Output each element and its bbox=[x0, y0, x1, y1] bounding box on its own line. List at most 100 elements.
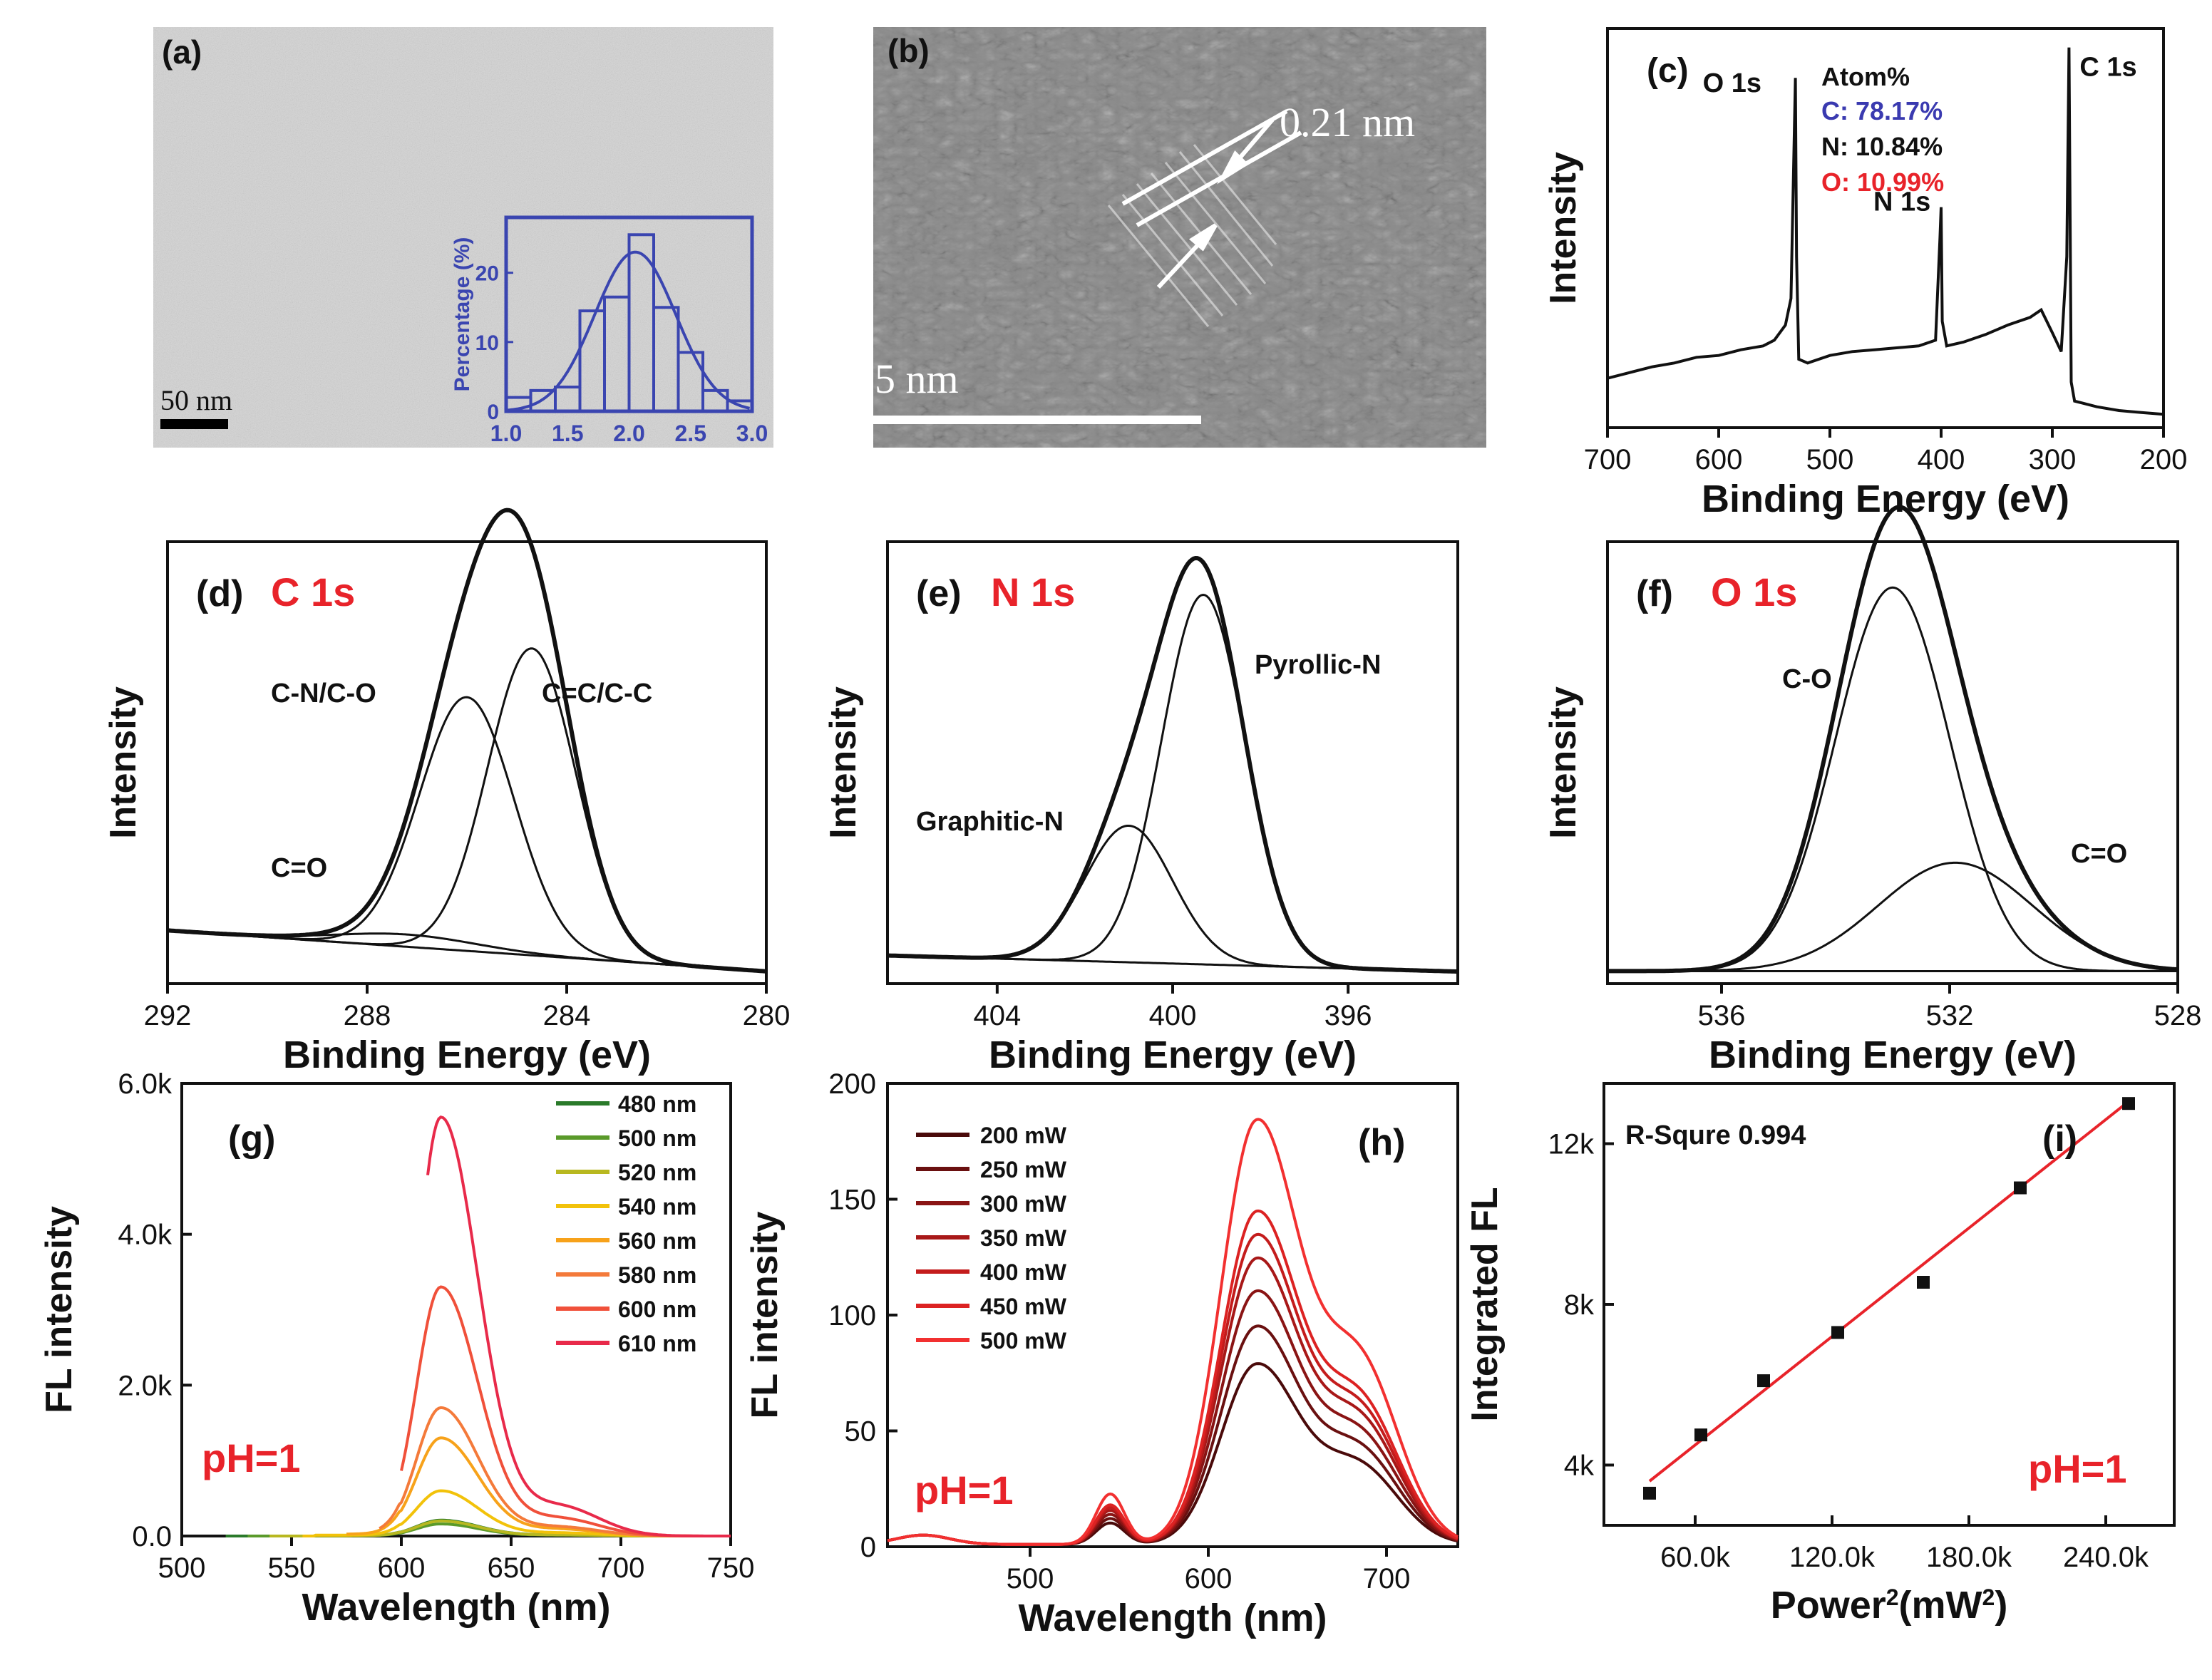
chart-h-y-tick-label: 0 bbox=[860, 1532, 876, 1563]
chart-g-x-axis-label: Wavelength (nm) bbox=[302, 1586, 610, 1629]
chart-g-x-tick-label: 700 bbox=[597, 1552, 645, 1584]
panel-label-g: (g) bbox=[228, 1118, 275, 1160]
chart-h-x-tick-label: 600 bbox=[1185, 1563, 1233, 1594]
panel-label-d: (d) bbox=[196, 573, 243, 614]
annotation-ph-g: pH=1 bbox=[202, 1436, 301, 1480]
chart-i-y-tick-label: 8k bbox=[1564, 1289, 1595, 1321]
chart-c-y-axis-label: Intensity bbox=[1543, 152, 1584, 304]
chart-g-x-tick-label: 650 bbox=[488, 1552, 535, 1584]
chart-h-y-tick-label: 150 bbox=[828, 1185, 876, 1216]
chart-i: 60.0k 120.0k 180.0k 240.0k 4k 8k 12k R-Squre 0.… bbox=[1464, 1082, 2176, 1627]
chart-e: 404 400 396 (e) N 1s Graphitic-N Pyrollic-N Bin… bbox=[823, 540, 1459, 1076]
chart-c-x-tick-label: 700 bbox=[1584, 444, 1632, 475]
legend-label: 580 nm bbox=[618, 1262, 696, 1288]
chart-h: 500 600 700 0 50 100 150 200 200 mW 250 mW 300 mW 3… bbox=[744, 1068, 1459, 1639]
chart-i-x-axis-label: Power2(mW2) bbox=[1771, 1584, 2008, 1627]
legend-label: 450 mW bbox=[980, 1294, 1067, 1319]
histogram-bar bbox=[652, 306, 680, 413]
chart-c-x-tick-label: 400 bbox=[1918, 444, 1965, 475]
chart-c-x-tick-label: 500 bbox=[1806, 444, 1854, 475]
inset-x-tick-label: 1.0 bbox=[490, 421, 522, 446]
inset-x-tick-label: 2.5 bbox=[675, 421, 706, 446]
component-label: C-N/C-O bbox=[271, 679, 376, 708]
element-label-d: C 1s bbox=[271, 570, 355, 614]
chart-i-y-axis-label: Integrated FL bbox=[1464, 1187, 1506, 1421]
panel-label-i: (i) bbox=[2042, 1118, 2077, 1160]
legend-label: 250 mW bbox=[980, 1157, 1067, 1182]
chart-g-x-tick-label: 600 bbox=[378, 1552, 426, 1584]
panel-label-e: (e) bbox=[916, 573, 962, 614]
spectrum-line bbox=[426, 1115, 731, 1537]
peak-label-n1s: N 1s bbox=[1873, 187, 1930, 217]
chart-h-y-axis-label: FL intensity bbox=[744, 1212, 786, 1419]
chart-d-x-tick-label: 280 bbox=[743, 1000, 791, 1031]
r-squared-label: R-Squre 0.994 bbox=[1625, 1120, 1806, 1150]
data-point bbox=[2122, 1097, 2135, 1110]
composition-item: C: 78.17% bbox=[1821, 96, 1943, 125]
chart-f-x-tick-label: 536 bbox=[1698, 1000, 1746, 1031]
legend-label: 540 nm bbox=[618, 1194, 696, 1220]
peak-label-o1s: O 1s bbox=[1703, 68, 1761, 98]
chart-d-y-axis-label: Intensity bbox=[103, 686, 144, 839]
chart-e-x-axis-label: Binding Energy (eV) bbox=[989, 1034, 1357, 1076]
inset-y-axis-label: Percentage (%) bbox=[451, 237, 474, 392]
chart-f-x-axis-label: Binding Energy (eV) bbox=[1709, 1034, 2077, 1076]
survey-spectrum-line bbox=[1607, 47, 2164, 416]
chart-e-x-tick-label: 396 bbox=[1324, 1000, 1372, 1031]
data-point bbox=[1917, 1276, 1930, 1289]
peak-label-c1s: C 1s bbox=[2079, 53, 2136, 83]
component-label: C=O bbox=[271, 853, 327, 883]
data-point bbox=[1694, 1428, 1707, 1442]
chart-e-y-axis-label: Intensity bbox=[823, 686, 864, 839]
histogram-bar bbox=[726, 399, 753, 413]
envelope-line bbox=[167, 507, 767, 974]
legend-label: 300 mW bbox=[980, 1191, 1067, 1217]
legend-label: 610 nm bbox=[618, 1331, 696, 1356]
chart-d-x-tick-label: 288 bbox=[344, 1000, 391, 1031]
data-point bbox=[1643, 1486, 1656, 1500]
chart-c: 700 600 500 400 300 200 (c) O 1s N 1s C 1s Atom% C:… bbox=[1543, 27, 2187, 520]
inset-y-tick-label: 0 bbox=[487, 401, 499, 424]
chart-c-frame bbox=[1606, 27, 2165, 429]
chart-g: 500 550 600 650 700 750 0.0 2.0k 4.0k 6.0k 480 nm 5… bbox=[38, 1068, 754, 1629]
chart-c-x-axis-label: Binding Energy (eV) bbox=[1702, 478, 2069, 520]
chart-h-y-tick-label: 50 bbox=[845, 1416, 877, 1448]
component-label: C=C/C-C bbox=[542, 679, 652, 708]
chart-d-frame bbox=[166, 540, 768, 985]
inset-y-tick-label: 20 bbox=[475, 262, 499, 286]
chart-e-frame bbox=[886, 540, 1459, 985]
chart-g-y-tick-label: 4.0k bbox=[118, 1220, 173, 1251]
annotation-ph-h: pH=1 bbox=[915, 1468, 1014, 1512]
chart-f-x-tick-label: 528 bbox=[2154, 1000, 2202, 1031]
inset-y-tick-label: 10 bbox=[475, 331, 499, 355]
element-label-e: N 1s bbox=[991, 570, 1075, 614]
envelope-line bbox=[887, 555, 1459, 974]
legend-label: 350 mW bbox=[980, 1225, 1067, 1251]
chart-e-x-tick-label: 400 bbox=[1149, 1000, 1197, 1031]
chart-c-x-tick-label: 600 bbox=[1695, 444, 1743, 475]
panel-label-f: (f) bbox=[1636, 573, 1673, 614]
chart-g-y-tick-label: 0.0 bbox=[132, 1521, 172, 1552]
component-label: Graphitic-N bbox=[916, 807, 1064, 837]
chart-g-x-tick-label: 500 bbox=[158, 1552, 206, 1584]
component-label: C=O bbox=[2071, 839, 2127, 869]
chart-g-frame bbox=[180, 1082, 732, 1537]
chart-h-x-axis-label: Wavelength (nm) bbox=[1018, 1597, 1327, 1639]
chart-i-y-tick-label: 4k bbox=[1564, 1450, 1595, 1481]
element-label-f: O 1s bbox=[1711, 570, 1797, 614]
envelope-line bbox=[1607, 505, 2178, 974]
chart-e-x-tick-label: 404 bbox=[973, 1000, 1021, 1031]
legend-label: 480 nm bbox=[618, 1091, 696, 1117]
chart-i-x-tick-label: 120.0k bbox=[1789, 1542, 1876, 1573]
chart-d-x-tick-label: 284 bbox=[543, 1000, 591, 1031]
chart-f-x-tick-label: 532 bbox=[1926, 1000, 1974, 1031]
chart-g-x-tick-label: 750 bbox=[707, 1552, 755, 1584]
linear-fit-line bbox=[1648, 1100, 2130, 1483]
chart-d: 292 288 284 280 (d) C 1s C=O C-N/C-O C=C/C-C Bind… bbox=[103, 507, 791, 1076]
chart-g-x-tick-label: 550 bbox=[268, 1552, 316, 1584]
legend-label: 500 mW bbox=[980, 1328, 1067, 1354]
inset-x-tick-label: 2.0 bbox=[613, 421, 644, 446]
fit-component-line bbox=[1607, 586, 2178, 972]
composition-title: Atom% bbox=[1821, 62, 1910, 91]
